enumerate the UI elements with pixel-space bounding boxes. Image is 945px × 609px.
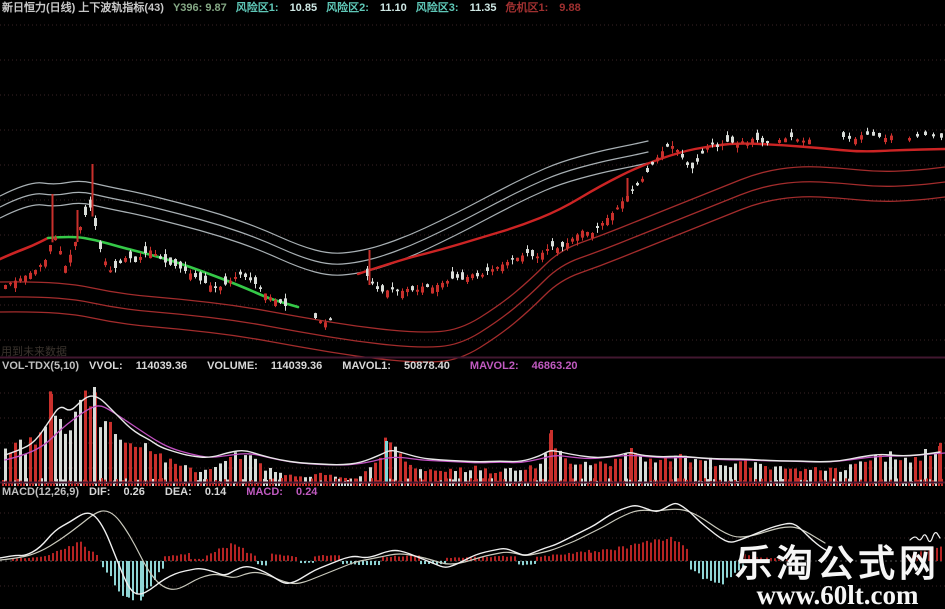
volume-bars-group [2, 387, 943, 486]
volume-indicator-name: VOL-TDX(5,10) [2, 360, 80, 372]
danger-zone: 危机区1: 9.88 [505, 2, 581, 14]
candles-group [4, 127, 943, 330]
macd-indicator-name: MACD(12,26,9) [2, 486, 80, 498]
indicator-header: 新日恒力(日线) 上下波轨指标(43) Y396: 9.87 风险区1: 10.85 风… [2, 0, 590, 16]
gridlines [0, 24, 945, 587]
vvol-value: VVOL: 114039.36 [89, 360, 188, 372]
mavol2-value: MAVOL2: 46863.20 [469, 360, 578, 372]
risk-zone-3: 风险区3: 11.35 [415, 2, 497, 14]
risk-zone-1: 风险区1: 10.85 [235, 2, 318, 14]
watermark: 乐淘公式网 www.60lt.com [735, 543, 940, 609]
future-data-note: 用到未来数据 [1, 346, 67, 358]
risk-zone-2: 风险区2: 11.10 [326, 2, 407, 14]
volume-value: VOLUME: 114039.36 [207, 360, 323, 372]
dif-value: DIF: 0.26 [89, 486, 145, 498]
macd-value: MACD: 0.24 [246, 486, 318, 498]
mavol1-value: MAVOL1: 50878.40 [342, 360, 450, 372]
macd-lines-group [0, 502, 941, 595]
indicator-y-value: Y396: 9.87 [172, 2, 227, 14]
macd-header: MACD(12,26,9) DIF: 0.26 DEA: 0.14 MACD: 0.2… [2, 486, 337, 498]
panel-dividers [0, 356, 945, 484]
volume-ma-lines [4, 395, 945, 466]
dea-value: DEA: 0.14 [164, 486, 227, 498]
volume-header: VOL-TDX(5,10) VVOL: 114039.36 VOLUME: 1140… [2, 360, 598, 372]
watermark-url: www.60lt.com [756, 580, 919, 609]
watermark-site-name: 乐淘公式网 [735, 543, 940, 584]
macd-histogram-group [12, 536, 942, 601]
stock-title: 新日恒力(日线) 上下波轨指标(43) [2, 2, 164, 14]
